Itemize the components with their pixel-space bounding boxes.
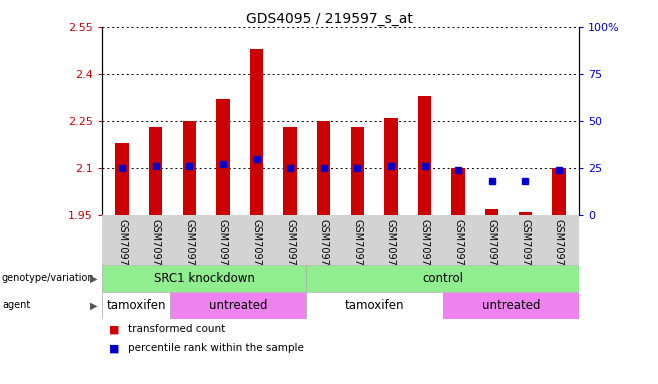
FancyBboxPatch shape (170, 292, 307, 319)
Text: GSM709765: GSM709765 (184, 219, 194, 278)
Text: ▶: ▶ (90, 300, 97, 310)
Text: genotype/variation: genotype/variation (2, 273, 95, 283)
Text: agent: agent (2, 300, 30, 310)
FancyBboxPatch shape (307, 265, 579, 292)
Text: GSM709770: GSM709770 (453, 219, 463, 278)
Text: GSM709766: GSM709766 (352, 219, 363, 278)
Text: ■: ■ (109, 343, 119, 353)
Text: GSM709773: GSM709773 (487, 219, 497, 278)
Text: GSM709774: GSM709774 (520, 219, 530, 278)
Text: GSM709772: GSM709772 (251, 219, 261, 278)
Text: ■: ■ (109, 324, 119, 334)
Text: GSM709768: GSM709768 (386, 219, 396, 278)
Bar (183, 121, 196, 215)
Text: control: control (422, 272, 463, 285)
Text: percentile rank within the sample: percentile rank within the sample (128, 343, 304, 353)
Text: GSM709767: GSM709767 (117, 219, 127, 278)
Text: GDS4095 / 219597_s_at: GDS4095 / 219597_s_at (245, 12, 413, 25)
Text: GSM709769: GSM709769 (151, 219, 161, 278)
Bar (317, 121, 330, 215)
Text: tamoxifen: tamoxifen (345, 299, 404, 312)
Bar (552, 168, 566, 215)
Text: GSM709776: GSM709776 (554, 219, 564, 278)
Text: GSM709777: GSM709777 (420, 219, 430, 278)
Bar (384, 118, 397, 215)
Text: GSM709775: GSM709775 (285, 219, 295, 278)
Text: untreated: untreated (482, 299, 540, 312)
Bar (115, 143, 129, 215)
FancyBboxPatch shape (443, 292, 579, 319)
Text: tamoxifen: tamoxifen (107, 299, 166, 312)
Bar (149, 127, 163, 215)
FancyBboxPatch shape (102, 292, 170, 319)
Bar (351, 127, 364, 215)
Text: GSM709764: GSM709764 (318, 219, 329, 278)
FancyBboxPatch shape (307, 292, 443, 319)
Text: transformed count: transformed count (128, 324, 226, 334)
Bar (250, 49, 263, 215)
Bar (418, 96, 431, 215)
Text: GSM709771: GSM709771 (218, 219, 228, 278)
Text: ▶: ▶ (90, 273, 97, 283)
Text: SRC1 knockdown: SRC1 knockdown (154, 272, 255, 285)
Text: untreated: untreated (209, 299, 268, 312)
Bar (485, 209, 498, 215)
Bar (451, 168, 465, 215)
FancyBboxPatch shape (102, 265, 307, 292)
Bar (216, 99, 230, 215)
Bar (284, 127, 297, 215)
Bar (519, 212, 532, 215)
